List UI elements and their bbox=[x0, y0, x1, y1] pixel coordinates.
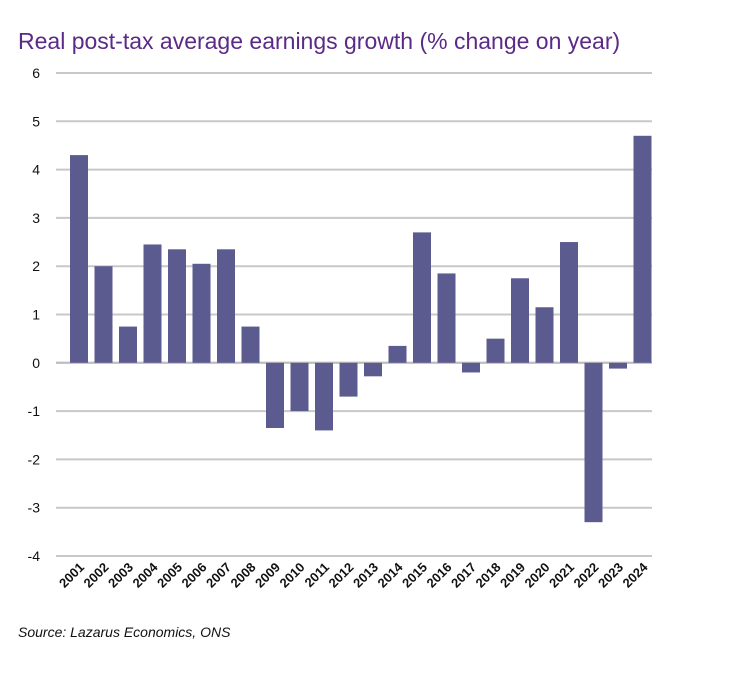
bar-2019 bbox=[511, 278, 529, 363]
x-tick-label: 2015 bbox=[399, 560, 430, 591]
x-tick-label: 2004 bbox=[130, 559, 162, 591]
x-tick-label: 2010 bbox=[277, 560, 308, 591]
gridlines bbox=[56, 72, 652, 557]
bar-2010 bbox=[290, 362, 309, 412]
bar-2004 bbox=[143, 244, 162, 363]
x-tick-label: 2016 bbox=[424, 560, 455, 591]
bar-2009 bbox=[266, 362, 284, 429]
x-tick-label: 2002 bbox=[81, 560, 112, 591]
y-tick-label: 1 bbox=[32, 307, 40, 323]
bar-2012 bbox=[339, 362, 358, 397]
x-tick-label: 2006 bbox=[179, 560, 210, 591]
x-tick-label: 2009 bbox=[252, 560, 283, 591]
bar-2021 bbox=[560, 242, 578, 363]
y-tick-label: 5 bbox=[32, 113, 40, 129]
y-tick-label: 4 bbox=[32, 162, 40, 178]
y-tick-label: 2 bbox=[32, 258, 40, 274]
chart-title: Real post-tax average earnings growth (%… bbox=[18, 28, 621, 54]
y-tick-label: 0 bbox=[32, 355, 40, 371]
x-tick-label: 2024 bbox=[620, 559, 652, 591]
x-tick-label: 2005 bbox=[154, 560, 185, 591]
bar-2015 bbox=[413, 232, 431, 363]
bar-2008 bbox=[241, 326, 260, 363]
bars bbox=[70, 135, 652, 523]
x-tick-label: 2001 bbox=[56, 560, 87, 591]
bar-2022 bbox=[584, 362, 603, 523]
bar-2003 bbox=[119, 326, 137, 363]
x-tick-label: 2017 bbox=[448, 560, 479, 591]
y-tick-label: -3 bbox=[28, 500, 41, 516]
bar-2023 bbox=[609, 362, 627, 369]
bar-2017 bbox=[462, 362, 480, 373]
bar-2006 bbox=[192, 263, 211, 363]
y-tick-label: 3 bbox=[32, 210, 40, 226]
bar-2011 bbox=[315, 362, 333, 431]
x-tick-label: 2019 bbox=[497, 560, 528, 591]
bar-2016 bbox=[437, 273, 456, 363]
y-tick-label: 6 bbox=[32, 65, 40, 81]
x-tick-label: 2023 bbox=[595, 560, 626, 591]
x-tick-label: 2021 bbox=[546, 560, 577, 591]
x-tick-label: 2013 bbox=[350, 560, 381, 591]
x-axis-ticks: 2001200220032004200520062007200820092010… bbox=[56, 559, 651, 591]
x-tick-label: 2003 bbox=[105, 560, 136, 591]
x-tick-label: 2007 bbox=[203, 560, 234, 591]
y-tick-label: -2 bbox=[28, 451, 41, 467]
bar-2020 bbox=[535, 307, 554, 363]
x-tick-label: 2020 bbox=[522, 560, 553, 591]
x-tick-label: 2018 bbox=[473, 560, 504, 591]
x-tick-label: 2022 bbox=[571, 560, 602, 591]
bar-2013 bbox=[364, 362, 382, 377]
source-note: Source: Lazarus Economics, ONS bbox=[18, 624, 231, 640]
y-tick-label: -4 bbox=[28, 548, 41, 564]
bar-2007 bbox=[217, 249, 235, 363]
bar-2001 bbox=[70, 155, 88, 363]
x-tick-label: 2008 bbox=[228, 560, 259, 591]
bar-2005 bbox=[168, 249, 186, 363]
x-tick-label: 2014 bbox=[375, 559, 407, 591]
bar-2014 bbox=[388, 345, 407, 363]
x-tick-label: 2011 bbox=[302, 560, 333, 591]
bar-2018 bbox=[486, 338, 505, 363]
x-tick-label: 2012 bbox=[326, 560, 357, 591]
bar-2002 bbox=[94, 266, 113, 363]
y-axis-ticks: 6 5 4 3 2 1 0 -1 -2 -3 -4 bbox=[28, 65, 41, 564]
y-tick-label: -1 bbox=[28, 403, 41, 419]
bar-2024 bbox=[633, 135, 652, 363]
